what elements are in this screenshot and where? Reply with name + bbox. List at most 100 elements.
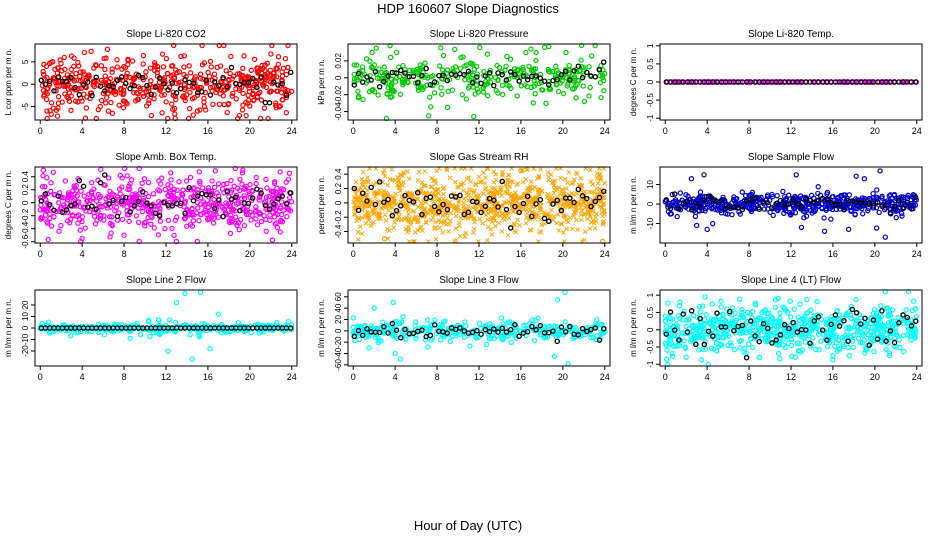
data-point bbox=[441, 191, 446, 197]
data-point bbox=[186, 63, 192, 69]
data-point bbox=[66, 98, 73, 105]
data-point bbox=[859, 203, 865, 209]
recent-point bbox=[123, 194, 129, 201]
data-point bbox=[555, 212, 561, 217]
recent-point bbox=[499, 325, 506, 332]
data-point bbox=[581, 237, 587, 243]
data-point bbox=[101, 331, 108, 338]
data-point bbox=[278, 204, 284, 210]
data-point bbox=[117, 191, 123, 197]
data-point bbox=[537, 192, 542, 197]
recent-point bbox=[72, 84, 78, 91]
data-point bbox=[588, 334, 594, 341]
data-point bbox=[859, 205, 865, 212]
data-point bbox=[848, 303, 854, 310]
recent-point bbox=[507, 225, 514, 231]
data-point bbox=[147, 65, 154, 71]
data-point bbox=[416, 169, 422, 175]
data-point bbox=[539, 222, 544, 228]
data-point bbox=[376, 66, 382, 72]
data-point bbox=[452, 179, 458, 185]
data-point bbox=[248, 67, 254, 74]
data-point bbox=[523, 203, 529, 209]
data-point bbox=[426, 326, 432, 333]
data-point bbox=[440, 70, 446, 77]
recent-point bbox=[173, 200, 180, 207]
recent-point bbox=[355, 70, 362, 77]
data-point bbox=[71, 185, 78, 191]
x-tick-label: 12 bbox=[786, 249, 796, 259]
data-point bbox=[783, 196, 789, 202]
data-point bbox=[735, 202, 741, 208]
data-point bbox=[112, 91, 119, 97]
data-point bbox=[367, 58, 373, 64]
data-point bbox=[230, 206, 236, 213]
recent-point bbox=[283, 200, 290, 207]
data-point bbox=[777, 356, 783, 362]
y-axis-label: degrees C per m n. bbox=[4, 171, 13, 239]
data-point bbox=[462, 206, 467, 212]
outlier-point bbox=[484, 51, 491, 57]
recent-point bbox=[355, 327, 362, 334]
data-point bbox=[824, 316, 831, 323]
recent-point bbox=[178, 200, 184, 207]
outlier-point bbox=[397, 356, 404, 362]
y-tick-label: -0.4 bbox=[334, 224, 343, 238]
data-point bbox=[118, 87, 124, 93]
data-point bbox=[88, 48, 94, 54]
data-point bbox=[386, 208, 391, 213]
data-point bbox=[220, 181, 227, 188]
data-point bbox=[455, 184, 461, 190]
recent-point bbox=[879, 203, 885, 209]
data-point bbox=[594, 171, 600, 176]
data-point bbox=[555, 186, 560, 192]
data-point bbox=[149, 84, 156, 90]
data-point bbox=[440, 230, 445, 235]
data-point bbox=[703, 312, 709, 318]
recent-point bbox=[372, 201, 379, 208]
data-point bbox=[265, 115, 271, 122]
data-point bbox=[89, 328, 95, 335]
data-point bbox=[104, 46, 111, 53]
recent-point bbox=[237, 81, 243, 88]
recent-point bbox=[752, 79, 758, 85]
data-point bbox=[578, 57, 584, 63]
y-tick-label: 10 bbox=[646, 180, 655, 189]
recent-point bbox=[824, 79, 830, 85]
data-point bbox=[481, 170, 486, 176]
data-point bbox=[839, 79, 845, 85]
outlier-point bbox=[877, 168, 883, 174]
data-point bbox=[764, 311, 771, 317]
data-point bbox=[275, 54, 282, 60]
data-point bbox=[524, 197, 530, 203]
data-point bbox=[245, 97, 252, 103]
data-point bbox=[828, 216, 834, 222]
data-point bbox=[223, 200, 229, 206]
data-point bbox=[402, 216, 408, 222]
x-tick-label: 4 bbox=[80, 126, 85, 136]
recent-point bbox=[385, 330, 391, 336]
data-point bbox=[164, 70, 171, 77]
data-point bbox=[163, 55, 170, 62]
data-point bbox=[393, 49, 400, 56]
data-point bbox=[506, 83, 512, 89]
data-point bbox=[559, 78, 565, 84]
data-point bbox=[546, 84, 553, 91]
data-point bbox=[554, 74, 560, 80]
data-point bbox=[48, 180, 54, 186]
data-point bbox=[514, 198, 520, 204]
data-point bbox=[403, 336, 409, 342]
x-tick-label: 24 bbox=[600, 249, 610, 259]
recent-point bbox=[710, 197, 716, 203]
recent-point bbox=[904, 199, 911, 206]
outlier-point bbox=[189, 356, 195, 362]
data-point bbox=[158, 200, 165, 206]
data-point bbox=[753, 316, 760, 323]
data-point bbox=[285, 176, 292, 183]
data-point bbox=[262, 67, 268, 74]
data-point bbox=[407, 190, 413, 196]
data-point bbox=[197, 71, 204, 77]
data-point bbox=[682, 344, 688, 350]
data-point bbox=[387, 203, 392, 209]
data-point bbox=[215, 181, 222, 187]
